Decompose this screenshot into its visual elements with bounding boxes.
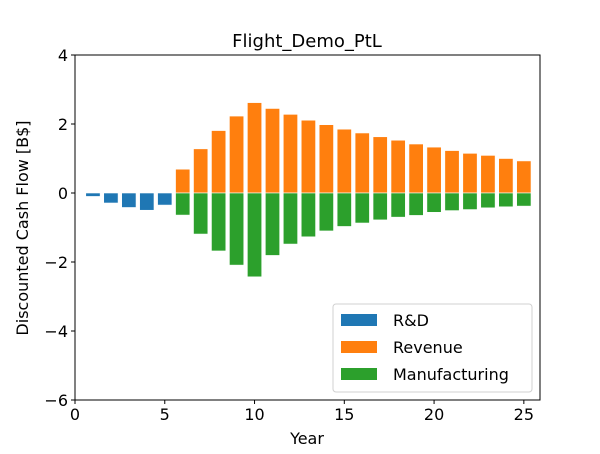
bar-r-d-year-4 <box>139 192 155 211</box>
legend-label: Manufacturing <box>393 365 509 384</box>
bar-revenue-year-19 <box>408 143 424 194</box>
plot-frame <box>74 54 541 401</box>
bar-manufacturing-year-21 <box>444 192 460 211</box>
chart-title: Flight_Demo_PtL <box>232 31 382 52</box>
bar-revenue-year-22 <box>462 153 478 194</box>
bar-manufacturing-year-16 <box>354 192 370 224</box>
bar-revenue-year-17 <box>372 136 388 194</box>
bar-manufacturing-year-23 <box>480 192 496 209</box>
bar-manufacturing-year-22 <box>462 192 478 210</box>
y-tick-label: 2 <box>58 115 68 134</box>
legend-box <box>332 303 533 393</box>
bar-manufacturing-year-6 <box>175 192 191 216</box>
bar-revenue-year-16 <box>354 132 370 194</box>
bar-manufacturing-year-25 <box>516 192 532 207</box>
y-axis-ticks: −6 −4 −2 0 2 4 <box>44 46 75 410</box>
bar-manufacturing-year-11 <box>265 192 280 256</box>
bar-revenue-year-10 <box>247 102 263 194</box>
bar-manufacturing-year-13 <box>300 192 316 238</box>
bar-revenue-year-23 <box>480 155 496 194</box>
bar-manufacturing-year-24 <box>498 192 514 208</box>
legend-label: Revenue <box>393 338 463 357</box>
bar-revenue-year-6 <box>175 168 191 194</box>
bar-revenue-year-20 <box>426 146 442 194</box>
bar-revenue-year-12 <box>282 114 298 194</box>
bar-revenue-year-15 <box>336 128 352 194</box>
legend-swatch-revenue <box>341 341 377 353</box>
y-tick-label: −6 <box>44 391 68 410</box>
x-tick-label: 0 <box>70 405 80 424</box>
x-tick-label: 20 <box>424 405 444 424</box>
bar-manufacturing-year-12 <box>282 192 298 245</box>
bar-revenue-year-7 <box>193 148 209 194</box>
y-axis-label: Discounted Cash Flow [B$] <box>13 120 32 335</box>
bar-r-d-year-5 <box>157 192 173 206</box>
y-tick-label: −2 <box>44 253 68 272</box>
bar-revenue-year-24 <box>498 158 514 194</box>
bar-revenue-year-21 <box>444 150 460 194</box>
bar-r-d-year-1 <box>85 192 101 197</box>
x-tick-label: 15 <box>334 405 354 424</box>
legend: R&D Revenue Manufacturing <box>332 303 533 393</box>
bar-revenue-year-8 <box>211 130 227 194</box>
y-tick-label: −4 <box>44 322 68 341</box>
y-tick-label: 4 <box>58 46 68 65</box>
bar-revenue-year-25 <box>516 160 532 194</box>
x-axis-ticks: 0 5 10 15 20 25 <box>70 400 534 424</box>
x-tick-label: 5 <box>160 405 170 424</box>
legend-label: R&D <box>393 311 429 330</box>
legend-swatch-r-d <box>341 314 377 326</box>
legend-swatch-manufacturing <box>341 368 377 380</box>
bars-group <box>85 102 532 278</box>
bar-revenue-year-13 <box>300 119 316 194</box>
x-axis-label: Year <box>289 429 324 448</box>
bar-manufacturing-year-18 <box>390 192 406 218</box>
bar-revenue-year-9 <box>229 115 245 194</box>
bar-manufacturing-year-9 <box>229 192 245 266</box>
bar-manufacturing-year-10 <box>247 192 263 278</box>
bar-manufacturing-year-15 <box>336 192 352 227</box>
x-tick-label: 10 <box>244 405 264 424</box>
bar-manufacturing-year-7 <box>193 192 209 235</box>
bar-manufacturing-year-8 <box>211 192 227 252</box>
bar-r-d-year-3 <box>121 192 137 208</box>
bar-manufacturing-year-20 <box>426 192 442 213</box>
bar-manufacturing-year-14 <box>318 192 334 232</box>
bar-revenue-year-18 <box>390 139 406 194</box>
x-tick-label: 25 <box>514 405 534 424</box>
bar-revenue-year-14 <box>318 124 334 194</box>
bar-r-d-year-2 <box>103 192 119 204</box>
bar-manufacturing-year-17 <box>372 192 388 221</box>
y-tick-label: 0 <box>58 184 68 203</box>
bar-revenue-year-11 <box>265 108 280 194</box>
bar-manufacturing-year-19 <box>408 192 424 216</box>
